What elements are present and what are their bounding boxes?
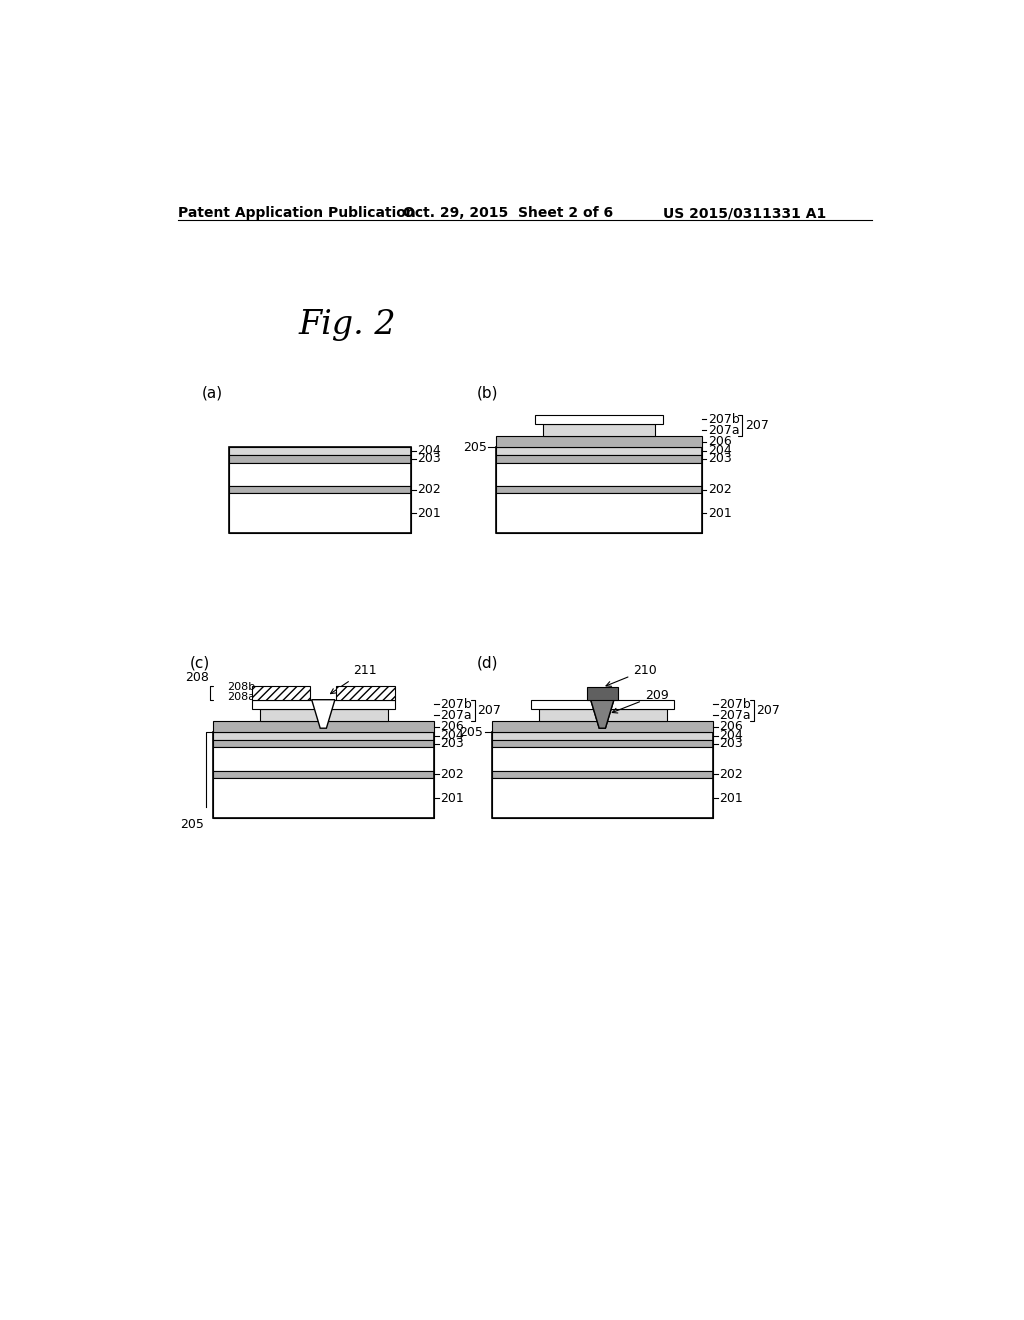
Text: 207b: 207b	[708, 413, 739, 426]
Text: 202: 202	[440, 768, 464, 781]
Bar	[496, 486, 701, 494]
Bar	[228, 462, 411, 486]
Text: 201: 201	[440, 792, 464, 805]
Text: 202: 202	[719, 768, 743, 781]
Polygon shape	[591, 700, 614, 729]
Bar	[493, 721, 713, 733]
Text: (d): (d)	[477, 655, 499, 671]
Bar	[213, 779, 434, 818]
Text: 207b: 207b	[719, 698, 751, 711]
Text: Fig. 2: Fig. 2	[299, 309, 396, 341]
Text: 207: 207	[757, 704, 780, 717]
Bar	[213, 733, 434, 739]
Bar	[496, 437, 701, 447]
Text: 205: 205	[180, 818, 204, 832]
Text: 206: 206	[708, 436, 731, 449]
Bar	[496, 494, 701, 533]
Bar	[252, 686, 310, 700]
Text: 203: 203	[440, 737, 464, 750]
Bar	[213, 771, 434, 779]
Text: 201: 201	[708, 507, 731, 520]
Text: 203: 203	[417, 453, 440, 465]
Bar	[587, 688, 617, 700]
Text: 207a: 207a	[440, 709, 472, 722]
Text: 202: 202	[708, 483, 731, 496]
Text: 208: 208	[185, 672, 209, 684]
Bar	[213, 747, 434, 771]
Text: 207a: 207a	[708, 424, 739, 437]
Text: 209: 209	[612, 689, 669, 713]
Text: 206: 206	[440, 721, 464, 733]
Bar	[260, 709, 388, 721]
Bar	[228, 447, 411, 533]
Polygon shape	[311, 700, 335, 729]
Text: 201: 201	[719, 792, 743, 805]
Text: 202: 202	[417, 483, 440, 496]
Bar	[531, 700, 675, 709]
Text: 205: 205	[459, 726, 483, 739]
Text: 208a: 208a	[227, 693, 255, 702]
Text: 203: 203	[719, 737, 743, 750]
Text: 206: 206	[719, 721, 743, 733]
Bar	[496, 455, 701, 462]
Bar	[213, 739, 434, 747]
Bar	[496, 447, 701, 455]
Bar	[543, 424, 655, 437]
Text: 203: 203	[708, 453, 731, 465]
Text: Oct. 29, 2015  Sheet 2 of 6: Oct. 29, 2015 Sheet 2 of 6	[403, 206, 613, 220]
Text: 207: 207	[744, 418, 769, 432]
Text: 207b: 207b	[440, 698, 472, 711]
Bar	[496, 447, 701, 533]
Text: 201: 201	[417, 507, 440, 520]
Text: 207: 207	[477, 704, 502, 717]
Bar	[213, 733, 434, 818]
Bar	[228, 494, 411, 533]
Text: (a): (a)	[202, 385, 223, 400]
Text: 204: 204	[719, 730, 743, 742]
Text: 208b: 208b	[227, 681, 255, 692]
Text: 211: 211	[331, 664, 377, 693]
Polygon shape	[591, 700, 614, 729]
Text: (c): (c)	[190, 655, 210, 671]
Bar	[493, 779, 713, 818]
Bar	[213, 721, 434, 733]
Text: (b): (b)	[477, 385, 499, 400]
Bar	[228, 486, 411, 494]
Text: US 2015/0311331 A1: US 2015/0311331 A1	[663, 206, 826, 220]
Bar	[493, 733, 713, 818]
Bar	[493, 771, 713, 779]
Text: 210: 210	[606, 664, 657, 686]
Text: 207a: 207a	[719, 709, 751, 722]
Text: Patent Application Publication: Patent Application Publication	[178, 206, 416, 220]
Bar	[493, 739, 713, 747]
Text: 204: 204	[708, 445, 731, 458]
Bar	[228, 455, 411, 462]
Bar	[539, 709, 667, 721]
Bar	[493, 747, 713, 771]
Text: 205: 205	[463, 441, 486, 454]
Bar	[535, 414, 663, 424]
Text: 204: 204	[440, 730, 464, 742]
Bar	[252, 700, 395, 709]
Bar	[337, 686, 395, 700]
Bar	[228, 447, 411, 455]
Bar	[493, 733, 713, 739]
Bar	[496, 462, 701, 486]
Text: 204: 204	[417, 445, 440, 458]
